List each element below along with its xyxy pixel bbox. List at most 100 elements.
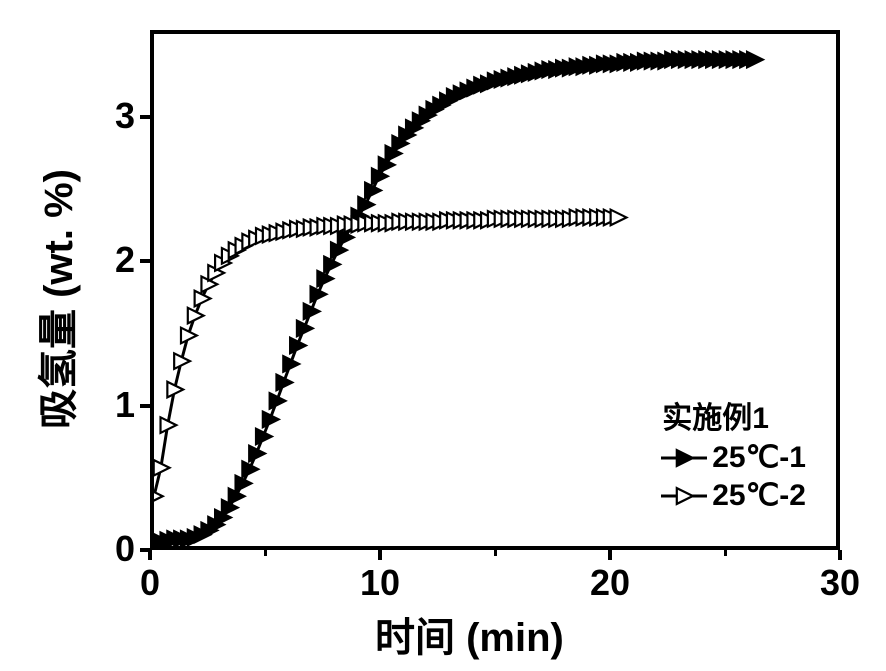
series-marker xyxy=(488,73,504,89)
series-marker xyxy=(474,213,490,229)
series-marker xyxy=(652,53,668,69)
series-marker xyxy=(283,356,299,372)
series-marker xyxy=(161,533,177,546)
x-minor-tick-mark xyxy=(494,550,497,556)
series-marker xyxy=(208,517,224,533)
series-marker xyxy=(727,52,743,68)
series-marker xyxy=(611,210,627,226)
series-marker xyxy=(392,136,408,152)
series-marker xyxy=(529,211,545,227)
series-marker xyxy=(311,220,327,236)
series-marker xyxy=(195,527,211,543)
series-marker xyxy=(699,52,715,68)
series-marker xyxy=(174,353,190,369)
legend-label-1: 25℃-1 xyxy=(712,440,806,475)
series-marker xyxy=(433,214,449,230)
series-marker xyxy=(386,215,402,231)
series-marker xyxy=(495,72,511,88)
series-marker xyxy=(215,510,231,526)
series-marker xyxy=(631,55,647,71)
legend-marker-1 xyxy=(659,447,709,469)
series-marker xyxy=(420,107,436,123)
series-marker xyxy=(658,53,674,69)
series-marker xyxy=(686,52,702,68)
y-tick-label: 0 xyxy=(100,528,135,570)
legend-marker-2 xyxy=(659,485,709,507)
series-marker xyxy=(617,55,633,71)
series-marker xyxy=(481,213,497,229)
x-tick-mark xyxy=(838,550,842,560)
series-marker xyxy=(597,56,613,72)
series-marker xyxy=(467,213,483,229)
x-minor-tick-mark xyxy=(264,550,267,556)
series-marker xyxy=(249,446,265,462)
series-marker xyxy=(188,530,204,546)
series-marker xyxy=(311,286,327,302)
series-marker xyxy=(747,52,763,68)
series-marker xyxy=(583,57,599,73)
series-marker xyxy=(577,59,593,75)
series-marker xyxy=(174,531,190,546)
series-marker xyxy=(508,69,524,85)
series-marker xyxy=(420,214,436,230)
series-marker xyxy=(154,488,163,504)
series-marker xyxy=(733,52,749,68)
series-marker xyxy=(345,217,361,233)
legend-label-2: 25℃-2 xyxy=(712,478,806,513)
series-marker xyxy=(372,215,388,231)
series-marker xyxy=(345,218,361,234)
series-marker xyxy=(242,234,258,250)
legend-item-1: 25℃-1 xyxy=(659,440,806,475)
series-marker xyxy=(556,211,572,227)
legend-item-2: 25℃-2 xyxy=(659,478,806,513)
series-marker xyxy=(392,214,408,230)
series-marker xyxy=(542,211,558,227)
series-marker xyxy=(358,215,374,231)
series-marker xyxy=(461,83,477,99)
series-marker xyxy=(256,228,272,244)
series-marker xyxy=(495,211,511,227)
series-marker xyxy=(529,65,545,81)
series-marker xyxy=(433,97,449,113)
series-marker xyxy=(283,222,299,238)
series-marker xyxy=(324,257,340,273)
series-marker xyxy=(154,537,163,546)
series-marker xyxy=(583,210,599,226)
series-marker xyxy=(324,218,340,234)
series-marker xyxy=(413,113,429,129)
series-marker xyxy=(474,77,490,93)
series-marker xyxy=(713,52,729,68)
series-marker xyxy=(263,412,279,428)
x-tick-label: 10 xyxy=(355,562,405,604)
series-marker xyxy=(502,70,518,86)
x-tick-label: 30 xyxy=(815,562,865,604)
series-marker xyxy=(181,531,197,546)
series-marker xyxy=(447,213,463,229)
y-tick-label: 2 xyxy=(100,239,135,281)
series-marker xyxy=(201,523,217,539)
series-marker xyxy=(454,86,470,102)
series-marker xyxy=(515,67,531,83)
series-marker xyxy=(331,218,347,234)
series-marker xyxy=(154,534,170,546)
legend-marker-icon xyxy=(659,447,709,469)
series-marker xyxy=(440,213,456,229)
series-marker xyxy=(467,80,483,96)
series-marker xyxy=(740,52,756,68)
series-marker xyxy=(208,265,224,281)
series-marker xyxy=(358,197,374,213)
series-marker xyxy=(406,214,422,230)
series-marker xyxy=(181,328,197,344)
series-marker xyxy=(481,76,497,92)
y-tick-mark xyxy=(140,404,150,408)
series-marker xyxy=(645,53,661,69)
series-marker xyxy=(556,60,572,76)
series-marker xyxy=(611,56,627,72)
series-marker xyxy=(577,210,593,226)
series-marker xyxy=(454,213,470,229)
series-marker xyxy=(604,210,620,226)
series-marker xyxy=(236,238,252,254)
series-marker xyxy=(297,321,313,337)
series-marker xyxy=(570,59,586,75)
series-marker xyxy=(229,242,245,258)
